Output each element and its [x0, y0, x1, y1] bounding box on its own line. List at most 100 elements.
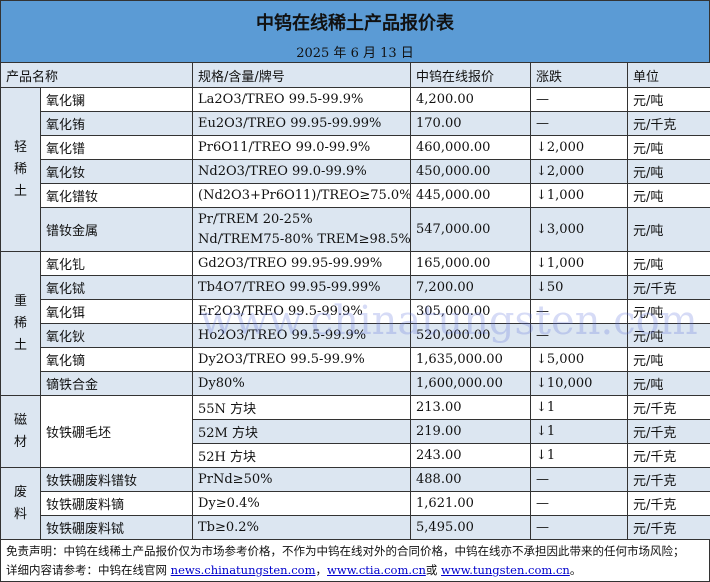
- table-row: 氧化铒 Er2O3/TREO 99.5-99.9% 305,000.00— 元/吨: [0, 299, 710, 324]
- period: 。: [569, 563, 582, 577]
- price: 1,635,000.00: [410, 347, 532, 372]
- spec: Gd2O3/TREO 99.95-99.99%: [192, 251, 412, 276]
- header-price: 中钨在线报价: [410, 62, 532, 88]
- table-row: 镨钕金属 Pr/TREM 20-25% Nd/TREM75-80% TREM≥98.…: [0, 207, 710, 252]
- price: 170.00: [410, 111, 532, 136]
- separator: 或: [425, 563, 442, 577]
- spec: Pr6O11/TREO 99.0-99.9%: [192, 135, 412, 160]
- unit: 元/千克: [627, 395, 710, 420]
- unit: 元/吨: [627, 87, 710, 112]
- unit: 元/吨: [627, 347, 710, 372]
- price: 165,000.00: [410, 251, 532, 276]
- title-band: 中钨在线稀土产品报价表 2025 年 6 月 13 日: [0, 0, 710, 62]
- change: ↓3,000: [530, 207, 629, 252]
- spec: Pr/TREM 20-25% Nd/TREM75-80% TREM≥98.5%: [192, 207, 412, 252]
- report-date: 2025 年 6 月 13 日: [296, 46, 414, 61]
- unit: 元/千克: [627, 419, 710, 444]
- unit: 元/吨: [627, 323, 710, 348]
- spec: Tb4O7/TREO 99.95-99.99%: [192, 275, 412, 300]
- price: 488.00: [410, 467, 532, 492]
- product-name: 氧化镝: [39, 347, 194, 372]
- price: 547,000.00: [410, 207, 532, 252]
- product-name: 氧化钬: [39, 323, 194, 348]
- price: 445,000.00: [410, 183, 532, 208]
- product-name: 氧化镨钕: [39, 183, 194, 208]
- reference-line: 详细内容请参考：中钨在线官网 news.chinatungsten.com，ww…: [6, 561, 704, 580]
- change: —: [530, 515, 629, 540]
- price: 243.00: [410, 443, 532, 468]
- spec: Nd2O3/TREO 99.0-99.9%: [192, 159, 412, 184]
- product-name: 氧化镨: [39, 135, 194, 160]
- unit: 元/千克: [627, 275, 710, 300]
- product-name: 钕铁硼废料铽: [39, 515, 194, 540]
- change: ↓5,000: [530, 347, 629, 372]
- header-unit: 单位: [627, 62, 710, 88]
- unit: 元/吨: [627, 299, 710, 324]
- table-row: 氧化镨钕 (Nd2O3+Pr6O11)/TREO≥75.0% 445,000.00 ↓…: [0, 183, 710, 208]
- change: ↓1: [530, 419, 629, 444]
- table-row: 氧化钬 Ho2O3/TREO 99.5-99.9% 520,000.00— 元/吨: [0, 323, 710, 348]
- price: 5,495.00: [410, 515, 532, 540]
- table-row: 氧化镨 Pr6O11/TREO 99.0-99.9% 460,000.00 ↓2,00…: [0, 135, 710, 160]
- category-waste: 废料: [0, 467, 41, 540]
- link-ctia[interactable]: www.ctia.com.cn: [327, 563, 426, 577]
- spec-line: Pr/TREM 20-25%: [198, 211, 313, 227]
- table-row: 氧化铽 Tb4O7/TREO 99.95-99.99% 7,200.00 ↓50 元/千…: [0, 275, 710, 300]
- table-row: 重稀土 氧化钆 Gd2O3/TREO 99.95-99.99% 165,000.00 ↓…: [0, 251, 710, 396]
- change: —: [530, 111, 629, 136]
- spec: Eu2O3/TREO 99.95-99.99%: [192, 111, 412, 136]
- separator: ，: [315, 563, 328, 577]
- table-row: 氧化钕 Nd2O3/TREO 99.0-99.9% 450,000.00 ↓2,000…: [0, 159, 710, 184]
- table-header: 产品名称 规格/含量/牌号 中钨在线报价 涨跌 单位: [0, 62, 710, 88]
- product-name: 氧化铽: [39, 275, 194, 300]
- change: —: [530, 323, 629, 348]
- change: ↓1: [530, 443, 629, 468]
- category-light: 轻稀土: [0, 87, 41, 252]
- product-name: 钕铁硼废料镝: [39, 491, 194, 516]
- product-name: 氧化钆: [39, 251, 194, 276]
- unit: 元/千克: [627, 467, 710, 492]
- category-heavy: 重稀土: [0, 251, 41, 396]
- price: 7,200.00: [410, 275, 532, 300]
- unit: 元/千克: [627, 515, 710, 540]
- spec-line: Nd/TREM75-80% TREM≥98.5%: [198, 231, 411, 247]
- change: ↓2,000: [530, 135, 629, 160]
- unit: 元/千克: [627, 111, 710, 136]
- product-name: 钕铁硼废料镨钕: [39, 467, 194, 492]
- change: ↓2,000: [530, 159, 629, 184]
- table-row: 52M 方块 219.00 ↓1 元/千克: [0, 419, 710, 444]
- page-title: 中钨在线稀土产品报价表: [256, 13, 454, 34]
- unit: 元/吨: [627, 251, 710, 276]
- link-tungsten[interactable]: www.tungsten.com.cn: [441, 563, 570, 577]
- spec: Ho2O3/TREO 99.5-99.9%: [192, 323, 412, 348]
- unit: 元/吨: [627, 371, 710, 396]
- product-name: 钕铁硼毛坯: [39, 395, 194, 468]
- change: ↓1: [530, 395, 629, 420]
- price: 1,600,000.00: [410, 371, 532, 396]
- spec: 52H 方块: [192, 443, 412, 468]
- spec: 55N 方块: [192, 395, 412, 420]
- change: ↓50: [530, 275, 629, 300]
- unit: 元/吨: [627, 159, 710, 184]
- price: 219.00: [410, 419, 532, 444]
- reference-prefix: 详细内容请参考：中钨在线官网: [6, 563, 171, 577]
- spec: PrNd≥50%: [192, 467, 412, 492]
- change: ↓1,000: [530, 251, 629, 276]
- product-name: 氧化铕: [39, 111, 194, 136]
- spec: (Nd2O3+Pr6O11)/TREO≥75.0%: [192, 183, 412, 208]
- unit: 元/千克: [627, 443, 710, 468]
- product-name: 氧化铒: [39, 299, 194, 324]
- product-name: 氧化镧: [39, 87, 194, 112]
- price: 460,000.00: [410, 135, 532, 160]
- spec: Dy80%: [192, 371, 412, 396]
- table-row: 钕铁硼废料镝 Dy≥0.4% 1,621.00— 元/千克: [0, 491, 710, 516]
- price-table: 产品名称 规格/含量/牌号 中钨在线报价 涨跌 单位 轻稀土 氧化镧 La2O3/T…: [0, 62, 710, 540]
- link-chinatungsten[interactable]: news.chinatungsten.com: [170, 563, 316, 577]
- header-product: 产品名称: [0, 62, 194, 88]
- price: 450,000.00: [410, 159, 532, 184]
- change: —: [530, 467, 629, 492]
- table-row: 钕铁硼废料铽 Tb≥0.2% 5,495.00— 元/千克: [0, 515, 710, 540]
- spec: Tb≥0.2%: [192, 515, 412, 540]
- product-name: 氧化钕: [39, 159, 194, 184]
- spec: La2O3/TREO 99.5-99.9%: [192, 87, 412, 112]
